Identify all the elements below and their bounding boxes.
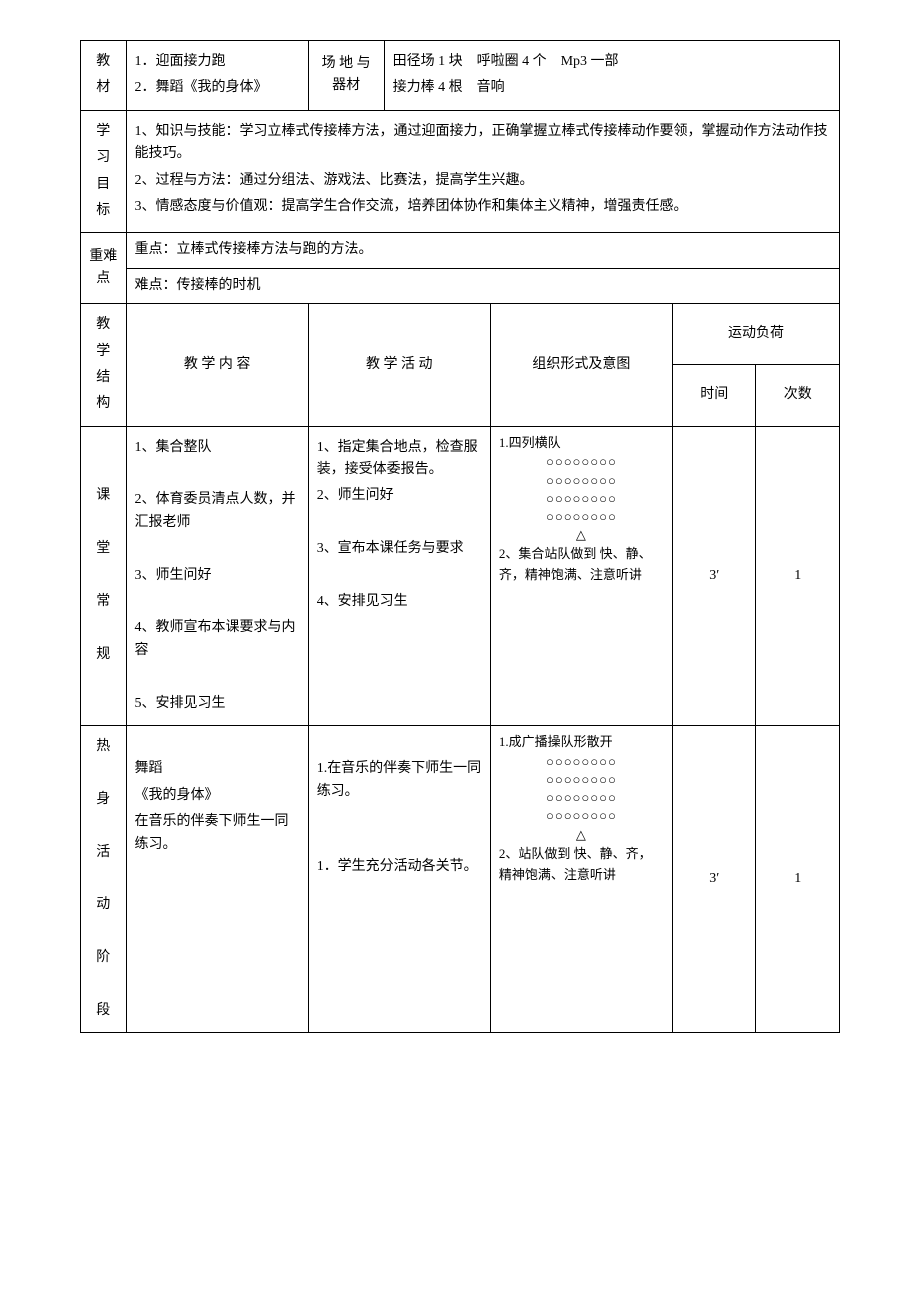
table-header-row-1: 教 学 结 构 教 学 内 容 教 学 活 动 组织形式及意图 运动负荷	[81, 304, 840, 365]
s2-a1: 1.在音乐的伴奏下师生一同练习。	[317, 758, 482, 803]
s1-c2: 2、体育委员清点人数，并汇报老师	[135, 489, 300, 534]
s1-org-r4: ○○○○○○○○	[499, 508, 664, 526]
section1-row: 课 堂 常 规 1、集合整队 2、体育委员清点人数，并汇报老师 3、师生问好 4…	[81, 426, 840, 725]
struct-h-1: 教	[89, 314, 118, 336]
s2-l4: 动	[89, 894, 118, 916]
s1-c4: 4、教师宣布本课要求与内容	[135, 617, 300, 662]
section2-content: 舞蹈 《我的身体》 在音乐的伴奏下师生一同练习。	[126, 725, 308, 1032]
keypoints-label: 重难点	[81, 233, 127, 304]
goals-item-1: 1、知识与技能：学习立棒式传接棒方法，通过迎面接力，正确掌握立棒式传接棒动作要领…	[135, 121, 831, 166]
s1-a3: 3、宣布本课任务与要求	[317, 538, 482, 560]
s2-l3: 活	[89, 842, 118, 864]
zhongdian: 重点：立棒式传接棒方法与跑的方法。	[126, 233, 839, 268]
s1-org-r1: ○○○○○○○○	[499, 453, 664, 471]
s2-c3: 在音乐的伴奏下师生一同练习。	[135, 811, 300, 856]
s1-org-r2: ○○○○○○○○	[499, 472, 664, 490]
section2-org: 1.成广播操队形散开 ○○○○○○○○ ○○○○○○○○ ○○○○○○○○ ○○…	[490, 725, 672, 1032]
s2-org-r2: ○○○○○○○○	[499, 771, 664, 789]
changdi-label: 场 地 与器材	[308, 41, 384, 111]
changdi-line1: 田径场 1 块 呼啦圈 4 个 Mp3 一部	[393, 51, 831, 73]
section2-activity: 1.在音乐的伴奏下师生一同练习。 1．学生充分活动各关节。	[308, 725, 490, 1032]
time-header: 时间	[672, 365, 755, 426]
section2-row: 热 身 活 动 阶 段 舞蹈 《我的身体》 在音乐的伴奏下师生一同练习。 1.在…	[81, 725, 840, 1032]
nandian: 难点：传接棒的时机	[126, 268, 839, 303]
s2-l6: 段	[89, 1000, 118, 1022]
goals-label: 学 习 目 标	[81, 110, 127, 233]
jiaocai-item-1: 1．迎面接力跑	[135, 51, 300, 73]
s2-org-r4: ○○○○○○○○	[499, 807, 664, 825]
s1-org-note: 2、集合站队做到 快、静、齐，精神饱满、注意听讲	[499, 544, 664, 586]
changdi-content: 田径场 1 块 呼啦圈 4 个 Mp3 一部 接力棒 4 根 音响	[384, 41, 839, 111]
goals-label-3: 目	[89, 174, 118, 196]
s1-org-r3: ○○○○○○○○	[499, 490, 664, 508]
s1-org-title: 1.四列横队	[499, 433, 664, 454]
s2-c1: 舞蹈	[135, 758, 300, 780]
keypoints-row-1: 重难点 重点：立棒式传接棒方法与跑的方法。	[81, 233, 840, 268]
goals-label-1: 学	[89, 121, 118, 143]
activity-header: 教 学 活 动	[308, 304, 490, 427]
section1-content: 1、集合整队 2、体育委员清点人数，并汇报老师 3、师生问好 4、教师宣布本课要…	[126, 426, 308, 725]
s2-org-note: 2、站队做到 快、静、齐，精神饱满、注意听讲	[499, 844, 664, 886]
org-header: 组织形式及意图	[490, 304, 672, 427]
s1-l2: 堂	[89, 538, 118, 560]
s1-l4: 规	[89, 644, 118, 666]
changdi-line2: 接力棒 4 根 音响	[393, 77, 831, 99]
s1-l1: 课	[89, 485, 118, 507]
section1-time: 3′	[672, 426, 755, 725]
goals-label-4: 标	[89, 200, 118, 222]
jiaocai-item-2: 2．舞蹈《我的身体》	[135, 77, 300, 99]
jiaocai-label-1: 教	[89, 51, 118, 73]
content-header: 教 学 内 容	[126, 304, 308, 427]
section1-count: 1	[756, 426, 840, 725]
jiaocai-label: 教 材	[81, 41, 127, 111]
goals-content: 1、知识与技能：学习立棒式传接棒方法，通过迎面接力，正确掌握立棒式传接棒动作要领…	[126, 110, 839, 233]
s2-a2: 1．学生充分活动各关节。	[317, 856, 482, 878]
load-header: 运动负荷	[672, 304, 839, 365]
goals-item-3: 3、情感态度与价值观：提高学生合作交流，培养团体协作和集体主义精神，增强责任感。	[135, 196, 831, 218]
section2-count: 1	[756, 725, 840, 1032]
jiaocai-label-2: 材	[89, 77, 118, 99]
section2-label: 热 身 活 动 阶 段	[81, 725, 127, 1032]
struct-h-3: 结	[89, 367, 118, 389]
s1-l3: 常	[89, 591, 118, 613]
section1-activity: 1、指定集合地点，检查服装，接受体委报告。 2、师生问好 3、宣布本课任务与要求…	[308, 426, 490, 725]
s1-c5: 5、安排见习生	[135, 693, 300, 715]
s1-a1: 1、指定集合地点，检查服装，接受体委报告。	[317, 437, 482, 482]
goals-label-2: 习	[89, 147, 118, 169]
s2-org-r1: ○○○○○○○○	[499, 753, 664, 771]
s2-org-r3: ○○○○○○○○	[499, 789, 664, 807]
struct-h-2: 学	[89, 341, 118, 363]
s2-org-title: 1.成广播操队形散开	[499, 732, 664, 753]
section2-time: 3′	[672, 725, 755, 1032]
header-row-materials: 教 材 1．迎面接力跑 2．舞蹈《我的身体》 场 地 与器材 田径场 1 块 呼…	[81, 41, 840, 111]
s2-l1: 热	[89, 736, 118, 758]
jiaocai-content: 1．迎面接力跑 2．舞蹈《我的身体》	[126, 41, 308, 111]
s1-a4: 4、安排见习生	[317, 591, 482, 613]
lesson-plan-table: 教 材 1．迎面接力跑 2．舞蹈《我的身体》 场 地 与器材 田径场 1 块 呼…	[80, 40, 840, 1033]
keypoints-row-2: 难点：传接棒的时机	[81, 268, 840, 303]
goals-item-2: 2、过程与方法：通过分组法、游戏法、比赛法，提高学生兴趣。	[135, 170, 831, 192]
struct-header: 教 学 结 构	[81, 304, 127, 427]
section1-org: 1.四列横队 ○○○○○○○○ ○○○○○○○○ ○○○○○○○○ ○○○○○○…	[490, 426, 672, 725]
count-header: 次数	[756, 365, 840, 426]
s1-org-tri: △	[499, 526, 664, 544]
s2-c2: 《我的身体》	[135, 785, 300, 807]
s2-l5: 阶	[89, 947, 118, 969]
s1-c1: 1、集合整队	[135, 437, 300, 459]
s1-c3: 3、师生问好	[135, 565, 300, 587]
goals-row: 学 习 目 标 1、知识与技能：学习立棒式传接棒方法，通过迎面接力，正确掌握立棒…	[81, 110, 840, 233]
section1-label: 课 堂 常 规	[81, 426, 127, 725]
s1-a2: 2、师生问好	[317, 485, 482, 507]
s2-l2: 身	[89, 789, 118, 811]
s2-org-tri: △	[499, 826, 664, 844]
struct-h-4: 构	[89, 393, 118, 415]
